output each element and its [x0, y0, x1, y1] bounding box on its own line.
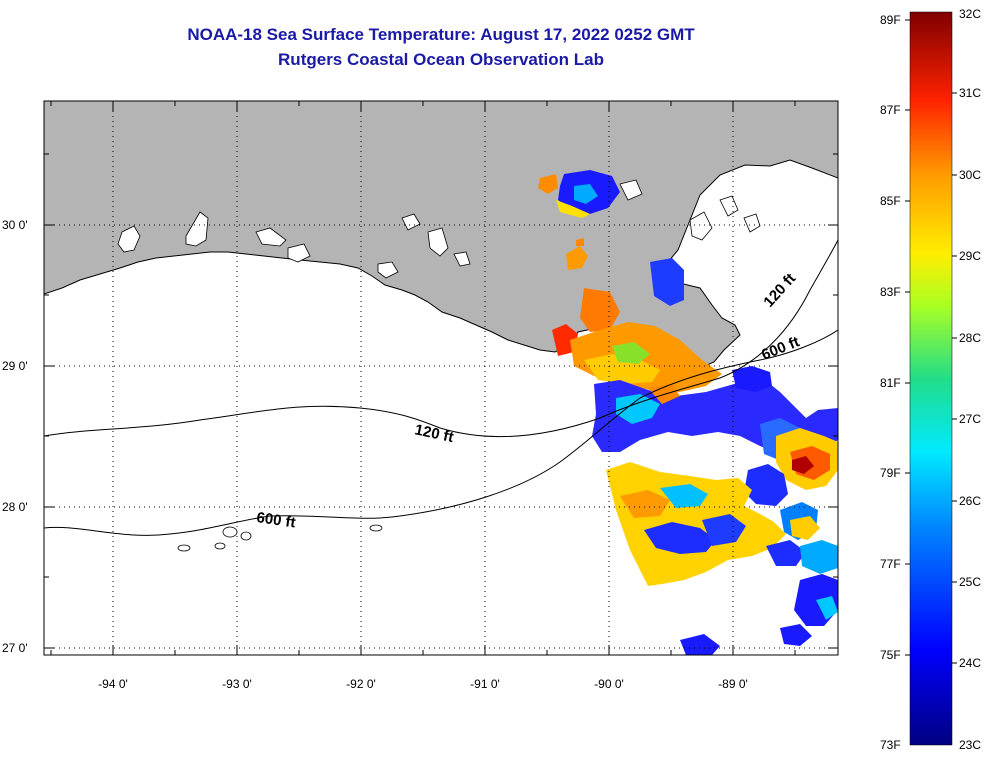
plot-frame [43, 100, 839, 656]
tick-marks [44, 101, 838, 655]
contour-label-600ft-west: 600 ft [255, 509, 296, 531]
lon-label: -89 0' [718, 677, 748, 691]
map-title: NOAA-18 Sea Surface Temperature: August … [187, 25, 695, 44]
colorbar-f-label: 81F [880, 376, 901, 390]
colorbar-ticks [905, 19, 957, 664]
sst-data-patches [538, 170, 838, 655]
colorbar-f-label: 75F [880, 648, 901, 662]
contour-600ft-west [44, 329, 838, 536]
colorbar-f-label: 77F [880, 557, 901, 571]
colorbar-c-label: 30C [959, 168, 981, 182]
colorbar-c-label: 23C [959, 738, 981, 752]
colorbar-f-label: 73F [880, 738, 901, 752]
colorbar-c-label: 31C [959, 86, 981, 100]
lat-label: 27 0' [2, 641, 28, 655]
colorbar-c-label: 25C [959, 575, 981, 589]
lon-label: -91 0' [470, 677, 500, 691]
lon-label: -93 0' [222, 677, 252, 691]
map-subtitle: Rutgers Coastal Ocean Observation Lab [278, 50, 604, 69]
lat-label: 29 0' [2, 359, 28, 373]
colorbar-f-label: 83F [880, 285, 901, 299]
colorbar-c-label: 29C [959, 249, 981, 263]
colorbar-c-label: 28C [959, 331, 981, 345]
lon-label: -94 0' [98, 677, 128, 691]
temperature-colorbar [909, 11, 953, 746]
colorbar-c-label: 27C [959, 412, 981, 426]
colorbar-f-label: 89F [880, 13, 901, 27]
colorbar-f-label: 85F [880, 194, 901, 208]
lat-label: 30 0' [2, 218, 28, 232]
lon-label: -92 0' [346, 677, 376, 691]
lon-label: -90 0' [594, 677, 624, 691]
colorbar-c-label: 26C [959, 494, 981, 508]
colorbar-c-label: 24C [959, 656, 981, 670]
colorbar-f-label: 79F [880, 466, 901, 480]
colorbar-c-label: 32C [959, 7, 981, 21]
colorbar-f-label: 87F [880, 103, 901, 117]
contour-120ft-west [44, 239, 838, 437]
minor-tick-marks [44, 101, 838, 655]
lat-label: 28 0' [2, 500, 28, 514]
